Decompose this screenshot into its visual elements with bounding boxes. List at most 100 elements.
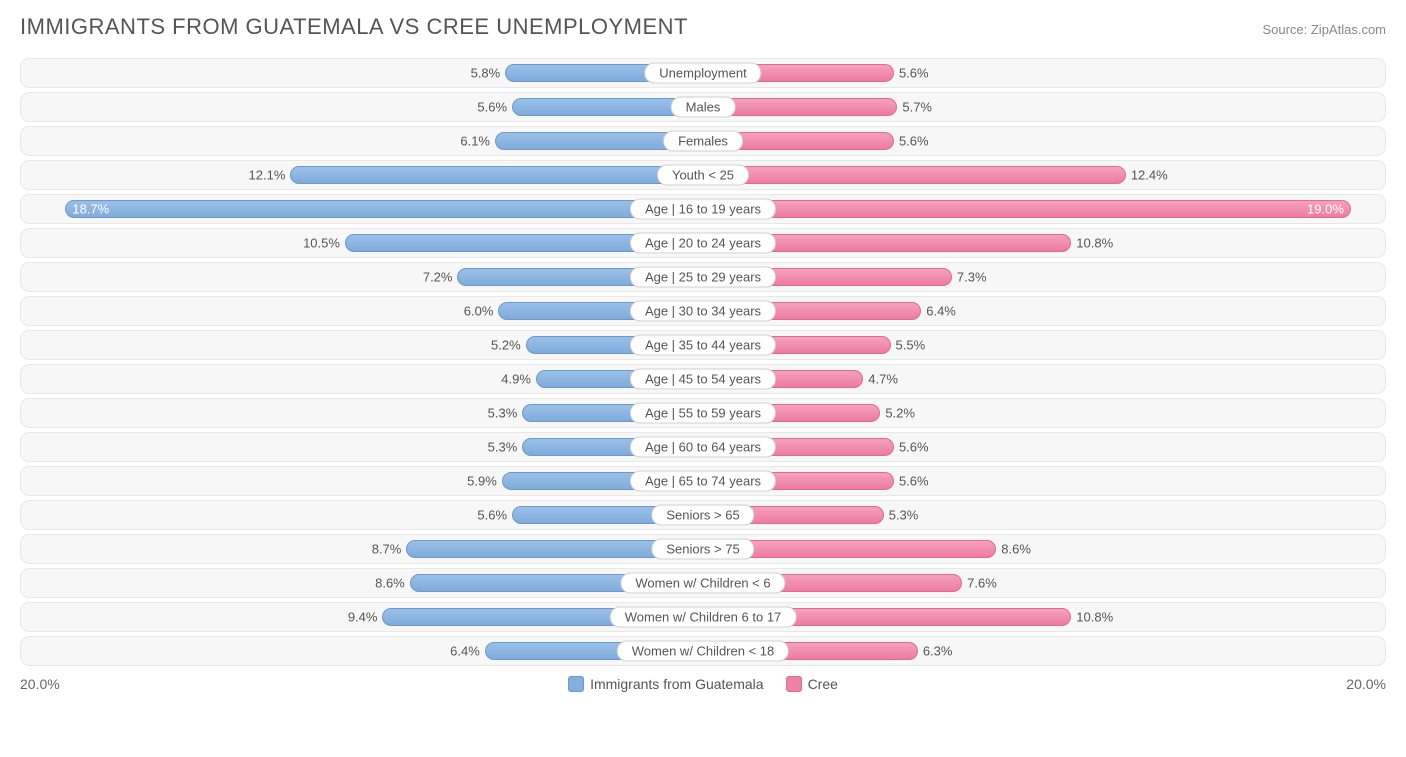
category-label: Women w/ Children < 6 xyxy=(620,573,785,594)
value-left: 9.4% xyxy=(348,610,384,625)
chart-row: 5.3% 5.6% Age | 60 to 64 years xyxy=(20,432,1386,462)
value-left: 5.6% xyxy=(477,508,513,523)
value-left: 12.1% xyxy=(249,168,292,183)
value-left: 5.9% xyxy=(467,474,503,489)
left-half: 6.0% xyxy=(21,297,703,325)
legend: Immigrants from Guatemala Cree xyxy=(568,676,838,692)
left-half: 5.9% xyxy=(21,467,703,495)
value-right: 12.4% xyxy=(1125,168,1168,183)
chart-row: 8.6% 7.6% Women w/ Children < 6 xyxy=(20,568,1386,598)
right-half: 7.3% xyxy=(703,263,1385,291)
category-label: Age | 65 to 74 years xyxy=(630,471,776,492)
right-half: 10.8% xyxy=(703,229,1385,257)
category-label: Seniors > 65 xyxy=(651,505,754,526)
category-label: Age | 20 to 24 years xyxy=(630,233,776,254)
category-label: Women w/ Children < 18 xyxy=(617,641,789,662)
value-right: 7.3% xyxy=(951,270,987,285)
value-left: 6.0% xyxy=(464,304,500,319)
category-label: Age | 35 to 44 years xyxy=(630,335,776,356)
chart-row: 5.8% 5.6% Unemployment xyxy=(20,58,1386,88)
value-right: 5.6% xyxy=(893,474,929,489)
value-left: 4.9% xyxy=(501,372,537,387)
right-half: 12.4% xyxy=(703,161,1385,189)
legend-swatch-icon xyxy=(786,676,802,692)
value-right: 4.7% xyxy=(862,372,898,387)
left-half: 6.4% xyxy=(21,637,703,665)
left-half: 18.7% xyxy=(21,195,703,223)
bar-left: 18.7% xyxy=(65,200,703,218)
right-half: 5.7% xyxy=(703,93,1385,121)
left-half: 5.3% xyxy=(21,433,703,461)
chart-footer: 20.0% Immigrants from Guatemala Cree 20.… xyxy=(20,672,1386,696)
category-label: Age | 60 to 64 years xyxy=(630,437,776,458)
category-label: Age | 30 to 34 years xyxy=(630,301,776,322)
chart-row: 5.6% 5.3%Seniors > 65 xyxy=(20,500,1386,530)
chart-row: 18.7%19.0%Age | 16 to 19 years xyxy=(20,194,1386,224)
value-left: 18.7% xyxy=(72,202,109,217)
right-half: 19.0% xyxy=(703,195,1385,223)
right-half: 10.8% xyxy=(703,603,1385,631)
value-left: 5.2% xyxy=(491,338,527,353)
category-label: Youth < 25 xyxy=(657,165,749,186)
chart-row: 12.1%12.4%Youth < 25 xyxy=(20,160,1386,190)
right-half: 7.6% xyxy=(703,569,1385,597)
chart-row: 8.7% 8.6% Seniors > 75 xyxy=(20,534,1386,564)
value-left: 8.6% xyxy=(375,576,411,591)
category-label: Women w/ Children 6 to 17 xyxy=(610,607,797,628)
chart-row: 5.9% 5.6% Age | 65 to 74 years xyxy=(20,466,1386,496)
left-half: 5.8% xyxy=(21,59,703,87)
legend-swatch-icon xyxy=(568,676,584,692)
right-half: 6.3% xyxy=(703,637,1385,665)
value-left: 6.4% xyxy=(450,644,486,659)
left-half: 5.6% xyxy=(21,501,703,529)
left-half: 7.2% xyxy=(21,263,703,291)
butterfly-chart: 5.8% 5.6% Unemployment 5.6% 5.7% Males 6.1% 5.6… xyxy=(20,58,1386,666)
category-label: Age | 25 to 29 years xyxy=(630,267,776,288)
chart-header: IMMIGRANTS FROM GUATEMALA VS CREE UNEMPL… xyxy=(20,14,1386,40)
chart-row: 9.4% 10.8%Women w/ Children 6 to 17 xyxy=(20,602,1386,632)
category-label: Unemployment xyxy=(644,63,761,84)
category-label: Age | 55 to 59 years xyxy=(630,403,776,424)
bar-left: 12.1% xyxy=(290,166,703,184)
chart-row: 4.9%4.7%Age | 45 to 54 years xyxy=(20,364,1386,394)
value-right: 5.7% xyxy=(896,100,932,115)
chart-row: 7.2% 7.3% Age | 25 to 29 years xyxy=(20,262,1386,292)
chart-row: 5.3%5.2%Age | 55 to 59 years xyxy=(20,398,1386,428)
value-right: 5.6% xyxy=(893,66,929,81)
category-label: Males xyxy=(671,97,736,118)
category-label: Seniors > 75 xyxy=(651,539,754,560)
axis-left-max: 20.0% xyxy=(20,676,60,692)
chart-row: 10.5% 10.8%Age | 20 to 24 years xyxy=(20,228,1386,258)
value-right: 19.0% xyxy=(1307,202,1344,217)
chart-row: 6.4% 6.3%Women w/ Children < 18 xyxy=(20,636,1386,666)
value-right: 7.6% xyxy=(961,576,997,591)
value-left: 5.6% xyxy=(477,100,513,115)
value-left: 8.7% xyxy=(372,542,408,557)
right-half: 5.3% xyxy=(703,501,1385,529)
right-half: 5.6% xyxy=(703,433,1385,461)
legend-label: Immigrants from Guatemala xyxy=(590,676,764,692)
bar-right: 12.4% xyxy=(703,166,1126,184)
axis-right-max: 20.0% xyxy=(1346,676,1386,692)
category-label: Females xyxy=(663,131,743,152)
bar-right: 19.0% xyxy=(703,200,1351,218)
value-right: 5.6% xyxy=(893,134,929,149)
right-half: 5.5% xyxy=(703,331,1385,359)
legend-label: Cree xyxy=(808,676,838,692)
chart-row: 5.2% 5.5% Age | 35 to 44 years xyxy=(20,330,1386,360)
value-right: 8.6% xyxy=(995,542,1031,557)
right-half: 8.6% xyxy=(703,535,1385,563)
value-left: 5.8% xyxy=(471,66,507,81)
value-right: 5.6% xyxy=(893,440,929,455)
legend-item-cree: Cree xyxy=(786,676,838,692)
left-half: 4.9% xyxy=(21,365,703,393)
right-half: 6.4% xyxy=(703,297,1385,325)
value-right: 5.5% xyxy=(890,338,926,353)
value-left: 10.5% xyxy=(303,236,346,251)
right-half: 5.6% xyxy=(703,127,1385,155)
left-half: 5.6% xyxy=(21,93,703,121)
value-left: 5.3% xyxy=(488,406,524,421)
left-half: 9.4% xyxy=(21,603,703,631)
left-half: 6.1% xyxy=(21,127,703,155)
left-half: 8.6% xyxy=(21,569,703,597)
